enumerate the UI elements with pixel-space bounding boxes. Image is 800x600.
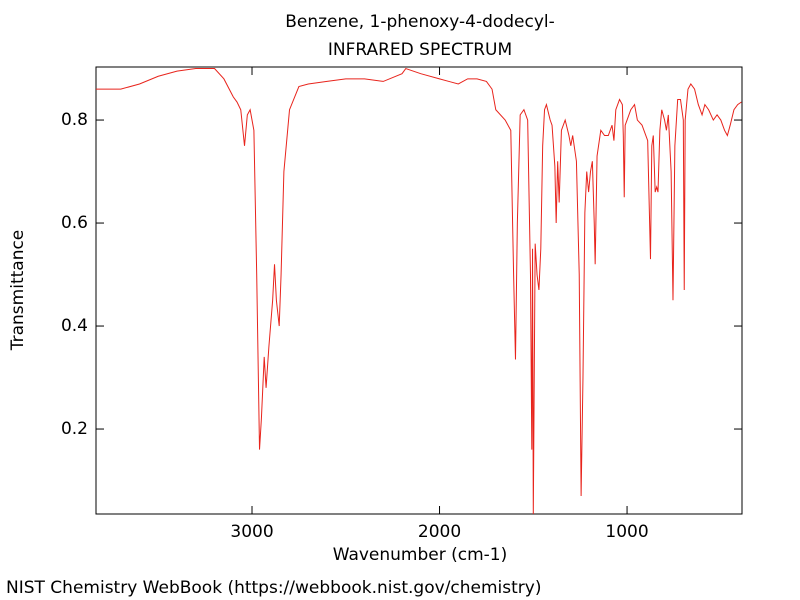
x-tick-label: 2000 [418, 522, 461, 542]
chart-subtitle: INFRARED SPECTRUM [328, 40, 512, 60]
y-tick-label: 0.6 [61, 213, 88, 233]
y-tick-label: 0.8 [61, 110, 88, 130]
x-tick-label: 1000 [605, 522, 648, 542]
y-tick-label: 0.2 [61, 419, 88, 439]
plot-frame [95, 66, 743, 515]
y-axis-label: Transmittance [8, 230, 28, 352]
x-axis-label: Wavenumber (cm-1) [333, 545, 508, 565]
spectrum-line [96, 67, 742, 515]
y-tick-label: 0.4 [61, 316, 88, 336]
x-tick-label: 3000 [230, 522, 273, 542]
chart-title: Benzene, 1-phenoxy-4-dodecyl- [285, 12, 555, 32]
footer: NIST Chemistry WebBook (https://webbook.… [6, 578, 541, 598]
